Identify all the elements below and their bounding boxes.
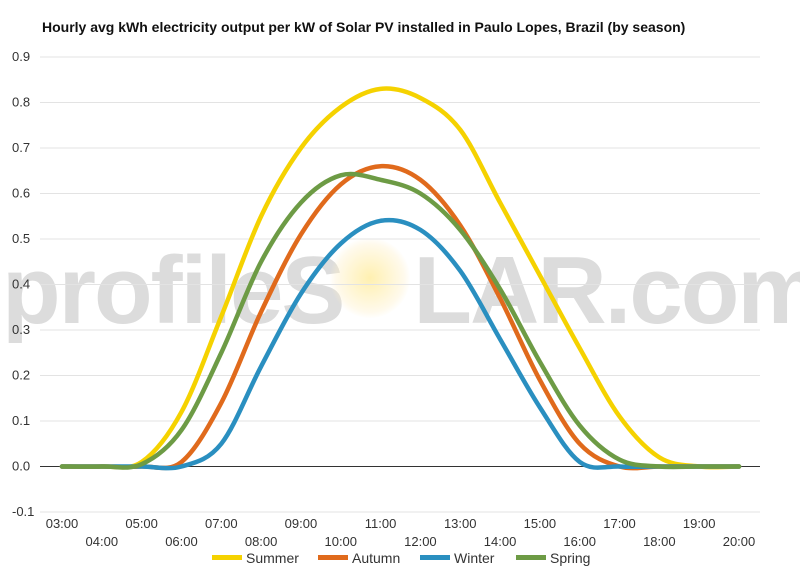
legend-swatch [318, 555, 348, 560]
x-tick-label: 20:00 [723, 534, 756, 549]
x-tick-label: 06:00 [165, 534, 198, 549]
x-tick-label: 03:00 [46, 516, 79, 531]
x-tick-label: 13:00 [444, 516, 477, 531]
x-tick-label: 05:00 [125, 516, 158, 531]
x-tick-label: 04:00 [86, 534, 119, 549]
series-line-winter [59, 217, 742, 471]
watermark: profileS LAR.com [2, 236, 800, 346]
series-line-summer [59, 86, 742, 470]
x-tick-label: 15:00 [524, 516, 557, 531]
legend-swatch [516, 555, 546, 560]
y-tick-label: 0.1 [12, 413, 30, 428]
legend-swatch [212, 555, 242, 560]
legend-swatch [420, 555, 450, 560]
y-tick-label: 0.9 [12, 49, 30, 64]
x-tick-label: 17:00 [603, 516, 636, 531]
legend-label: Spring [550, 550, 591, 566]
legend-label: Summer [246, 550, 299, 566]
x-tick-label: 12:00 [404, 534, 437, 549]
x-tick-label: 08:00 [245, 534, 278, 549]
x-tick-label: 07:00 [205, 516, 238, 531]
y-tick-label: 0.2 [12, 368, 30, 383]
series-line-autumn [59, 163, 742, 471]
legend-label: Winter [454, 550, 495, 566]
watermark-sun-icon [330, 238, 410, 318]
y-tick-label: 0.5 [12, 231, 30, 246]
x-tick-label: 09:00 [285, 516, 318, 531]
x-tick-label: 16:00 [563, 534, 596, 549]
legend-label: Autumn [352, 550, 401, 566]
y-tick-label: 0.0 [12, 459, 30, 474]
y-tick-label: -0.1 [12, 504, 34, 519]
y-tick-label: 0.6 [12, 186, 30, 201]
x-tick-label: 11:00 [365, 516, 397, 531]
x-tick-label: 18:00 [643, 534, 676, 549]
y-tick-label: 0.8 [12, 95, 30, 110]
series-line-spring [59, 171, 742, 470]
x-tick-label: 14:00 [484, 534, 517, 549]
x-tick-label: 10:00 [324, 534, 357, 549]
y-tick-label: 0.4 [12, 277, 30, 292]
x-tick-label: 19:00 [683, 516, 716, 531]
y-tick-label: 0.7 [12, 140, 30, 155]
chart-title: Hourly avg kWh electricity output per kW… [42, 19, 686, 35]
legend: Summer Autumn Winter Spring [0, 549, 800, 567]
y-tick-label: 0.3 [12, 322, 30, 337]
